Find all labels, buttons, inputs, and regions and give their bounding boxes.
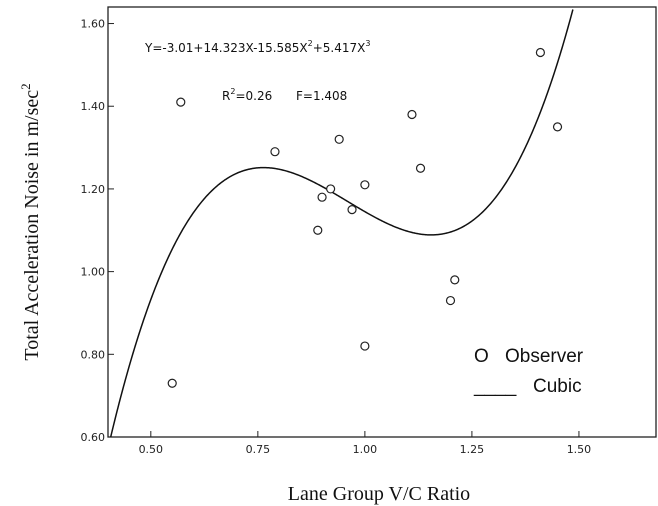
observer-point: [407, 109, 417, 120]
observer-point: [347, 204, 357, 215]
observer-point: [334, 134, 344, 144]
legend: O Observer ____ Cubic: [473, 346, 584, 397]
equation-part1: Y=-3.01+14.323X-15.585X: [144, 41, 308, 55]
x-tick-label: 0.50: [139, 443, 164, 456]
y-tick-label: 1.20: [81, 183, 106, 196]
axis-ticks: [108, 23, 580, 438]
observer-point: [176, 97, 186, 107]
observer-point: [313, 225, 323, 235]
y-tick-label: 0.60: [81, 431, 106, 444]
equation-annotation: Y=-3.01+14.323X-15.585X2+5.417X3: [144, 39, 370, 55]
x-tick-label: 1.00: [353, 443, 378, 456]
r-squared-annotation: R2=0.26: [222, 87, 272, 103]
x-tick-label: 1.25: [460, 443, 485, 456]
y-tick-label: 0.80: [81, 348, 106, 361]
r-sup: 2: [230, 87, 235, 96]
observer-point: [360, 180, 370, 190]
f-statistic-annotation: F=1.408: [296, 89, 347, 103]
x-tick-labels: 0.50 0.75 1.00 1.25 1.50: [139, 443, 592, 456]
equation-sup1: 2: [308, 39, 313, 48]
x-tick-label: 1.50: [567, 443, 592, 456]
r-value: =0.26: [235, 89, 272, 103]
x-tick-label: 0.75: [246, 443, 271, 456]
y-axis-title: Total Acceleration Noise in m/sec2: [18, 83, 43, 360]
observer-point: [317, 192, 327, 202]
observer-point: [167, 378, 177, 388]
observer-point: [445, 295, 456, 306]
y-tick-labels: 0.60 0.80 1.00 1.20 1.40 1.60: [81, 18, 106, 444]
legend-cubic-symbol: ____: [473, 376, 517, 397]
y-tick-label: 1.00: [81, 266, 106, 279]
r-prefix: R: [222, 89, 230, 103]
legend-observer-symbol: O: [474, 346, 489, 367]
plot-frame: [107, 6, 657, 438]
observer-point: [326, 184, 336, 194]
observer-point: [535, 47, 546, 58]
equation-part2: +5.417X: [313, 41, 366, 55]
y-tick-label: 1.60: [81, 18, 106, 31]
observer-point: [360, 341, 370, 351]
legend-cubic-label: Cubic: [533, 376, 582, 397]
cubic-fit-line: [110, 9, 574, 437]
y-axis-title-main: Total Acceleration Noise in m/sec: [21, 90, 43, 361]
observer-point: [450, 275, 460, 285]
observer-points: [167, 47, 563, 388]
observer-point: [552, 122, 563, 132]
legend-observer-label: Observer: [505, 346, 584, 367]
equation-sup2: 3: [365, 39, 370, 48]
observer-point: [415, 163, 426, 173]
y-axis-title-sup: 2: [18, 83, 33, 90]
x-axis-title: Lane Group V/C Ratio: [288, 483, 470, 505]
y-tick-label: 1.40: [81, 100, 106, 113]
observer-point: [270, 147, 280, 157]
